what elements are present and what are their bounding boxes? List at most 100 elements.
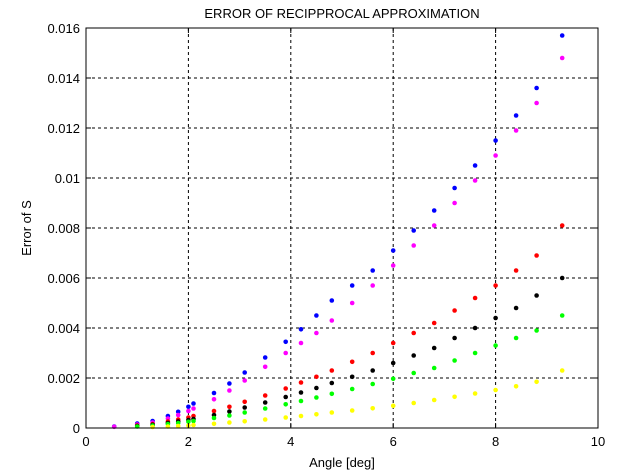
data-point-magenta (314, 330, 319, 336)
data-point-red (227, 404, 232, 410)
data-point-magenta (191, 406, 196, 411)
data-point-black (314, 385, 319, 391)
x-tick-label: 2 (185, 434, 192, 449)
data-point-red (513, 268, 519, 273)
data-point-magenta (242, 378, 247, 383)
series-yellow (150, 368, 565, 430)
y-tick-label: 0.002 (47, 371, 80, 386)
data-point-magenta (534, 100, 539, 106)
data-point-blue (431, 208, 437, 213)
data-point-green (452, 358, 457, 363)
data-point-blue (559, 33, 565, 38)
data-point-green (211, 415, 217, 421)
data-point-yellow (390, 403, 396, 409)
data-point-magenta (559, 55, 565, 61)
data-point-green (472, 350, 478, 356)
data-series (111, 33, 565, 430)
data-point-red (370, 350, 376, 356)
data-point-magenta (186, 408, 191, 414)
data-point-red (242, 399, 247, 405)
data-point-magenta (452, 200, 457, 206)
data-point-magenta (390, 263, 396, 268)
data-point-yellow (211, 421, 217, 427)
data-point-green (191, 418, 196, 424)
data-point-yellow (472, 391, 478, 396)
data-point-yellow (534, 379, 539, 385)
data-point-green (283, 402, 289, 407)
data-point-blue (298, 327, 304, 332)
data-point-magenta (411, 243, 417, 248)
data-point-magenta (262, 364, 268, 370)
data-point-magenta (431, 223, 437, 228)
data-point-blue (452, 185, 457, 191)
x-tick-label: 8 (492, 434, 499, 449)
data-point-magenta (175, 412, 181, 418)
data-point-red (283, 386, 289, 391)
data-point-magenta (211, 397, 217, 402)
data-point-black (227, 409, 232, 414)
data-point-yellow (349, 408, 355, 413)
data-point-red (431, 320, 437, 326)
data-point-blue (349, 283, 355, 288)
data-point-red (493, 283, 498, 288)
data-point-blue (211, 390, 217, 396)
data-point-magenta (329, 318, 335, 323)
data-point-magenta (298, 340, 304, 346)
data-point-magenta (493, 153, 498, 158)
plot-area (86, 28, 598, 428)
data-point-green (431, 365, 437, 371)
x-tick-label: 4 (287, 434, 294, 449)
data-point-yellow (283, 415, 289, 420)
data-point-blue (513, 113, 519, 118)
data-point-yellow (493, 387, 498, 393)
data-point-magenta (370, 283, 376, 288)
y-tick-label: 0.016 (47, 21, 80, 36)
data-point-green (329, 391, 335, 397)
data-point-yellow (191, 422, 196, 428)
y-axis-label: Error of S (19, 200, 34, 256)
data-point-magenta (513, 128, 519, 133)
data-point-black (283, 394, 289, 400)
data-point-green (262, 406, 268, 411)
data-point-red (329, 368, 335, 373)
y-tick-label: 0.012 (47, 121, 80, 136)
data-point-red (411, 330, 417, 336)
y-tick-label: 0.006 (47, 271, 80, 286)
data-point-blue (472, 163, 478, 168)
data-point-red (452, 308, 457, 313)
data-point-blue (534, 85, 539, 91)
x-tick-label: 6 (390, 434, 397, 449)
x-axis-label: Angle [deg] (309, 455, 375, 470)
data-point-green (370, 381, 376, 387)
data-point-green (493, 343, 498, 348)
data-point-green (534, 328, 539, 333)
data-point-green (242, 410, 247, 415)
data-point-blue (242, 370, 247, 375)
data-point-yellow (431, 397, 437, 403)
data-point-black (513, 305, 519, 311)
data-point-black (559, 275, 565, 281)
data-point-blue (390, 248, 396, 253)
data-point-yellow (513, 384, 519, 389)
data-point-red (390, 340, 396, 346)
data-point-blue (329, 298, 335, 303)
data-point-yellow (314, 412, 319, 417)
data-point-red (211, 408, 217, 414)
x-tick-label: 10 (591, 434, 605, 449)
data-point-red (262, 393, 268, 398)
data-point-magenta (283, 350, 289, 356)
data-point-black (390, 360, 396, 366)
axis-ticks: 0 2 4 6 8 10 0 0.002 0.004 0.006 0.008 0.01 0.012 0.0… (47, 21, 605, 449)
data-point-black (534, 293, 539, 298)
data-point-green (186, 419, 191, 425)
data-point-magenta (349, 300, 355, 306)
data-point-yellow (452, 394, 457, 400)
data-point-black (411, 353, 417, 358)
data-point-green (349, 386, 355, 392)
data-point-yellow (262, 417, 268, 422)
data-point-black (242, 405, 247, 410)
y-tick-label: 0.008 (47, 221, 80, 236)
data-point-green (227, 413, 232, 418)
data-point-blue (314, 313, 319, 318)
